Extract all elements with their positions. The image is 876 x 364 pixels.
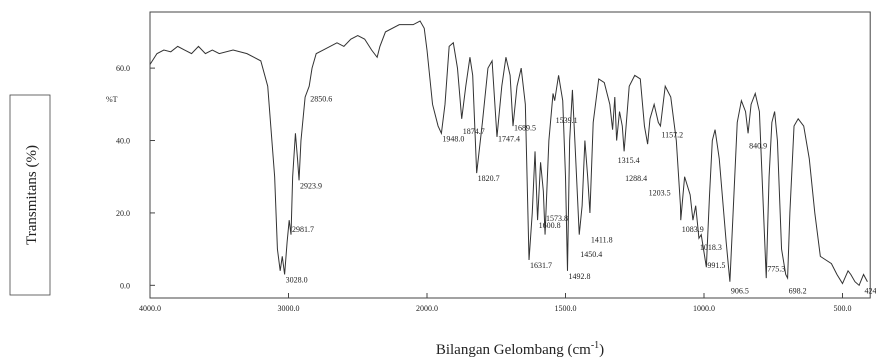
peak-label: 2850.6 [310, 94, 332, 103]
peak-label: 840.9 [749, 142, 767, 151]
peak-label: 1631.7 [530, 261, 552, 270]
peak-label: 1203.5 [649, 189, 671, 198]
x-tick-label: 1500.0 [555, 304, 577, 313]
peak-label: 1573.8 [546, 214, 568, 223]
peak-label: 1288.4 [625, 174, 647, 183]
peak-label: 906.5 [731, 286, 749, 295]
peak-label: 1600.8 [539, 221, 561, 230]
peak-label: 1018.3 [700, 243, 722, 252]
peak-label: 3028.0 [286, 275, 308, 284]
peak-label: 2981.7 [292, 225, 314, 234]
plot-frame [149, 11, 871, 299]
y-tick-label: 40.0 [116, 137, 130, 146]
peak-label: 424. [865, 286, 876, 295]
x-tick-label: 500.0 [834, 304, 852, 313]
peak-label: 991.5 [707, 261, 725, 270]
x-tick-label: 4000.0 [139, 304, 161, 313]
y-tick-label: 60.0 [116, 64, 130, 73]
spectrum-line [149, 20, 868, 287]
x-title-sup: -1 [591, 340, 599, 351]
peak-label: 2923.9 [300, 181, 322, 190]
y-tick-label: 20.0 [116, 209, 130, 218]
peak-label: 1450.4 [580, 250, 602, 259]
x-tick-label: 3000.0 [278, 304, 300, 313]
x-axis-title: Bilangan Gelombang (cm-1) [436, 340, 604, 358]
peak-label: 1874.7 [463, 127, 485, 136]
x-tick-label: 1000.0 [693, 304, 715, 313]
peak-label: 1083.9 [682, 225, 704, 234]
y-axis-title: Transmitans (%) [24, 145, 40, 245]
x-title-end: ) [599, 342, 604, 358]
peak-label: 1492.8 [568, 272, 590, 281]
peak-label: 1157.2 [661, 131, 683, 140]
x-title-main: Bilangan Gelombang (cm [436, 342, 591, 358]
x-tick-label: 2000.0 [416, 304, 438, 313]
peak-label: 698.2 [789, 286, 807, 295]
peak-label: 1689.5 [514, 123, 536, 132]
y-unit: %T [106, 95, 118, 104]
peak-label: 1820.7 [478, 174, 500, 183]
peak-label: 1315.4 [618, 156, 640, 165]
peak-label: 1411.8 [591, 236, 613, 245]
y-tick-label: 0.0 [120, 281, 130, 290]
peak-label: 1747.4 [498, 134, 520, 143]
peak-label: 775.3 [767, 265, 785, 274]
peak-label: 1948.0 [442, 134, 464, 143]
peak-label: 1539.1 [556, 116, 578, 125]
y-label-box [9, 94, 51, 296]
